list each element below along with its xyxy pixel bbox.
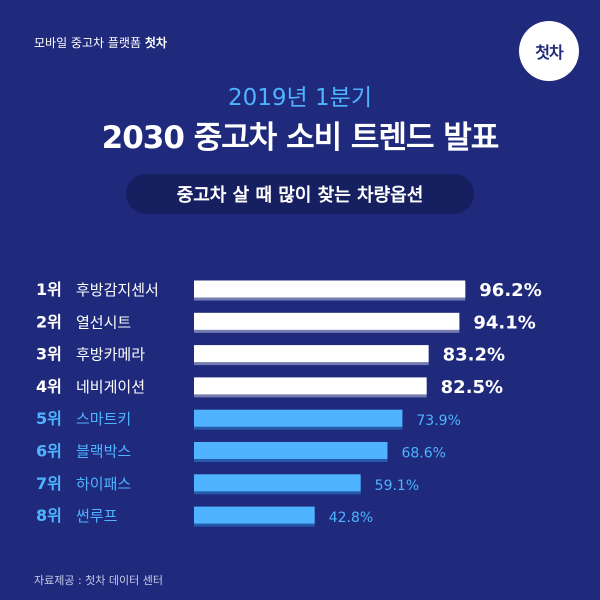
bar — [194, 442, 388, 459]
value-label: 94.1% — [473, 312, 535, 333]
rank-label: 2위 — [36, 312, 62, 331]
brand-name: 첫차 — [144, 36, 167, 50]
page-title: 2030 중고차 소비 트렌드 발표 — [101, 120, 500, 156]
rank-label: 6위 — [36, 442, 62, 461]
bar — [194, 312, 460, 330]
rank-label: 5위 — [36, 409, 62, 428]
bar — [194, 280, 466, 298]
category-label: 후방감지센서 — [76, 281, 159, 299]
value-label: 42.8% — [329, 510, 373, 526]
period-subtitle: 2019년 1분기 — [228, 85, 372, 111]
value-label: 73.9% — [416, 413, 460, 429]
bar — [194, 377, 427, 395]
category-label: 썬루프 — [76, 507, 118, 525]
rank-label: 4위 — [36, 377, 62, 396]
value-label: 68.6% — [401, 446, 445, 462]
category-label: 스마트키 — [76, 410, 131, 428]
bar — [194, 409, 403, 427]
rank-label: 7위 — [36, 474, 62, 493]
category-label: 하이패스 — [76, 475, 131, 493]
brand-logo: 첫차 — [519, 21, 579, 81]
chart-heading-pill: 중고차 살 때 많이 찾는 차량옵션 — [126, 174, 474, 214]
category-label: 네비게이션 — [76, 378, 145, 396]
bar — [194, 474, 361, 492]
rank-label: 1위 — [36, 280, 62, 299]
category-label: 열선시트 — [76, 313, 131, 331]
logo-text: 첫차 — [535, 43, 563, 62]
brand-tagline-text: 모바일 중고차 플랫폼 — [34, 36, 145, 50]
value-label: 59.1% — [375, 478, 419, 494]
value-label: 96.2% — [479, 280, 541, 301]
rank-label: 3위 — [36, 345, 62, 364]
value-label: 83.2% — [443, 345, 505, 366]
rank-label: 8위 — [36, 506, 62, 525]
category-label: 후방카메라 — [76, 346, 145, 364]
brand-tagline: 모바일 중고차 플랫폼 첫차 — [34, 34, 167, 51]
bar — [194, 506, 315, 524]
value-label: 82.5% — [441, 377, 503, 398]
data-source: 자료제공 : 첫차 데이터 센터 — [34, 574, 164, 587]
chart-heading: 중고차 살 때 많이 찾는 차량옵션 — [176, 185, 424, 206]
category-label: 블랙박스 — [76, 443, 131, 461]
bar — [194, 345, 429, 363]
